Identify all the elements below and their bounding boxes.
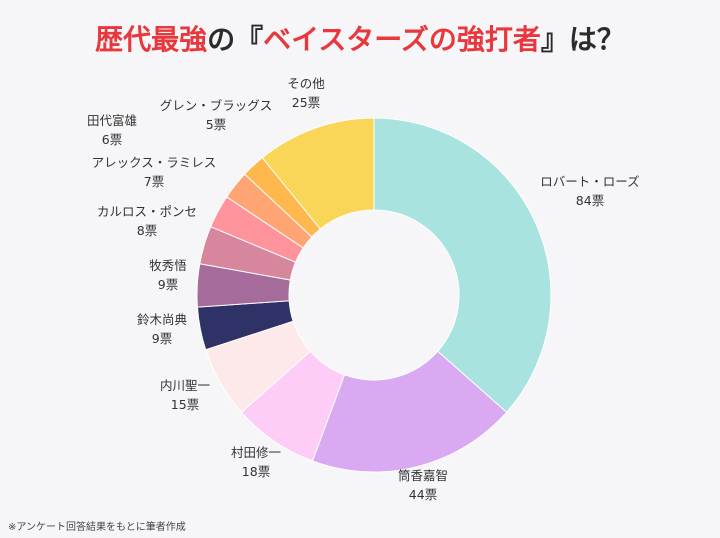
footnote: ※アンケート回答結果をもとに筆者作成	[8, 522, 186, 533]
slice-label-7: カルロス・ポンセ	[97, 204, 197, 219]
chart-title: 歴代最強の『ベイスターズの強打者』は？	[0, 18, 720, 58]
slice-value-6: 9票	[158, 277, 178, 292]
slice-label-6: 牧秀悟	[149, 258, 187, 273]
slice-label-10: グレン・ブラッグス	[160, 98, 273, 113]
title-part-3: ベイスターズの強打者	[263, 23, 541, 56]
slice-value-9: 6票	[102, 132, 122, 147]
slice-label-5: 鈴木尚典	[137, 312, 187, 327]
title-part-2: の『	[207, 23, 264, 56]
slice-label-8: アレックス・ラミレス	[92, 155, 217, 170]
slice-value-5: 9票	[152, 331, 172, 346]
slice-value-1: 84票	[576, 193, 604, 208]
slice-value-4: 15票	[171, 397, 199, 412]
slice-value-7: 8票	[137, 223, 157, 238]
slice-11	[261, 117, 375, 230]
slice-label-9: 田代富雄	[87, 113, 137, 128]
slice-label-4: 内川聖一	[160, 378, 210, 393]
slice-label-11: その他	[287, 76, 325, 91]
slice-value-11: 25票	[292, 95, 320, 110]
slice-value-8: 7票	[144, 174, 164, 189]
title-part-1: 歴代最強	[95, 23, 208, 56]
slice-value-3: 18票	[242, 464, 270, 479]
slice-2	[311, 350, 508, 473]
slice-value-2: 44票	[409, 487, 437, 502]
slice-label-1: ロバート・ローズ	[540, 174, 639, 189]
title-part-4: 』は？	[540, 23, 625, 56]
slice-label-2: 筒香嘉智	[398, 468, 448, 483]
slice-label-3: 村田修一	[231, 445, 281, 460]
slice-value-10: 5票	[206, 117, 226, 132]
slice-1	[373, 117, 552, 413]
